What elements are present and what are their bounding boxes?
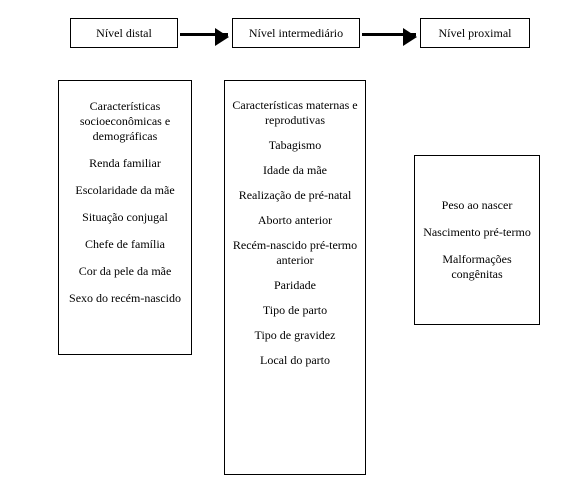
list-item: Malformações congênitas — [421, 252, 533, 282]
arrow-icon — [362, 33, 416, 36]
level-box-intermediate: Nível intermediário — [232, 18, 360, 48]
list-item: Peso ao nascer — [442, 198, 513, 213]
list-item: Tipo de parto — [263, 303, 327, 318]
column-intermediate: Características maternas e reprodutivas … — [224, 80, 366, 475]
level-label: Nível proximal — [439, 26, 512, 41]
list-item: Nascimento pré-termo — [423, 225, 531, 240]
list-item: Sexo do recém-nascido — [69, 291, 181, 306]
level-label: Nível distal — [96, 26, 152, 41]
list-item: Realização de pré-natal — [239, 188, 352, 203]
list-item: Tipo de gravidez — [255, 328, 336, 343]
level-box-proximal: Nível proximal — [420, 18, 530, 48]
list-item: Tabagismo — [269, 138, 321, 153]
level-label: Nível intermediário — [249, 26, 343, 41]
list-item: Aborto anterior — [258, 213, 332, 228]
list-item: Local do parto — [260, 353, 330, 368]
column-proximal: Peso ao nascer Nascimento pré-termo Malf… — [414, 155, 540, 325]
list-item: Escolaridade da mãe — [75, 183, 174, 198]
diagram-canvas: Nível distal Nível intermediário Nível p… — [0, 0, 584, 500]
list-item: Cor da pele da mãe — [79, 264, 172, 279]
list-item: Idade da mãe — [263, 163, 327, 178]
list-item: Recém-nascido pré-termo anterior — [231, 238, 359, 268]
list-item: Situação conjugal — [82, 210, 168, 225]
arrow-icon — [180, 33, 228, 36]
column-title: Características maternas e reprodutivas — [231, 98, 359, 128]
list-item: Chefe de família — [85, 237, 165, 252]
level-box-distal: Nível distal — [70, 18, 178, 48]
list-item: Renda familiar — [89, 156, 161, 171]
list-item: Paridade — [274, 278, 316, 293]
column-title: Características socioeconômicas e demogr… — [65, 99, 185, 144]
column-distal: Características socioeconômicas e demogr… — [58, 80, 192, 355]
